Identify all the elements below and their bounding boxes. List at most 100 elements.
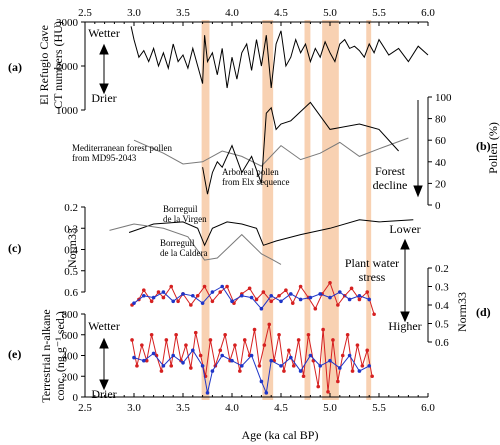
y-tick-label-e-0: 0: [73, 392, 79, 404]
point-d-blue-18: [308, 295, 313, 300]
point-e-red-33: [291, 364, 296, 368]
x-tick-label-top-3: 4.0: [225, 7, 239, 19]
point-e-red-28: [267, 322, 272, 327]
point-d-blue-11: [240, 293, 244, 298]
point-d-red-34: [372, 312, 376, 317]
point-e-blue-11: [230, 358, 234, 363]
y-tick-label-e-3: 600: [62, 330, 79, 342]
y-tick-label-b-5: 100: [435, 92, 452, 104]
point-e-red-42: [336, 379, 340, 384]
series-b-gray-line: [133, 137, 409, 167]
point-d-red-28: [328, 281, 332, 285]
point-e-blue-22: [328, 358, 332, 363]
forest-decline-1: Forest: [375, 164, 406, 178]
note-mediterranean-2: from MD95-2043: [72, 153, 137, 163]
point-d-red-26: [313, 306, 318, 311]
note-virgen-2: de la Virgen: [163, 214, 207, 224]
point-e-blue-6: [191, 348, 195, 353]
point-d-red-9: [189, 303, 193, 307]
point-e-red-41: [331, 338, 335, 342]
x-tick-label-top-1: 3.0: [127, 7, 141, 19]
panel-label-d: (d): [476, 305, 491, 319]
x-tick-label-top-4: 4.5: [274, 7, 288, 19]
highlight-band-5: [366, 20, 372, 400]
point-e-red-44: [345, 332, 350, 337]
note-arboreal-1: Arboreal pollen: [222, 167, 279, 177]
series-c-gray-line: [109, 223, 282, 265]
point-d-red-7: [176, 299, 180, 304]
y-tick-label-e-4: 800: [62, 309, 79, 321]
wetter-drier-arrow-a: [99, 43, 109, 95]
note-caldera-1: Borreguil: [160, 238, 195, 248]
point-d-red-33: [365, 290, 370, 294]
point-e-blue-15: [264, 391, 269, 395]
series-layer: [109, 26, 429, 395]
y-tick-label-b-2: 40: [435, 157, 447, 169]
point-e-blue-12: [240, 364, 244, 368]
point-d-blue-6: [191, 293, 195, 298]
wetter-e-label: Wetter: [88, 319, 120, 333]
point-e-red-7: [164, 338, 169, 342]
point-e-red-47: [360, 364, 365, 368]
point-e-red-35: [301, 374, 306, 379]
point-e-red-34: [296, 338, 301, 342]
point-e-red-26: [257, 364, 262, 368]
point-e-red-22: [238, 369, 242, 373]
y-tick-label-e-2: 400: [62, 351, 79, 363]
point-d-blue-23: [357, 293, 362, 298]
wetter-a-label: Wetter: [88, 26, 120, 40]
point-e-red-16: [208, 338, 213, 342]
point-e-red-4: [149, 332, 154, 337]
point-d-red-29: [336, 303, 340, 307]
y-tick-label-d-2: 0.4: [435, 300, 449, 312]
plant-water-stress-1: Plant water: [345, 256, 399, 270]
point-d-red-14: [225, 284, 229, 289]
panel-label-c: (c): [8, 241, 21, 255]
water-stress-arrow: [400, 238, 410, 323]
point-d-blue-20: [328, 295, 332, 300]
point-d-red-18: [254, 297, 259, 302]
point-d-blue-9: [220, 284, 224, 289]
point-d-blue-15: [279, 299, 283, 304]
highlight-band-1: [201, 20, 210, 400]
x-axis-title: Age (ka cal BP): [242, 428, 319, 442]
point-e-red-31: [282, 369, 286, 373]
point-d-blue-16: [289, 292, 293, 296]
point-e-red-25: [252, 327, 257, 332]
highlight-band-4: [322, 20, 339, 400]
drier-e-label: Drier: [91, 387, 116, 401]
point-e-blue-17: [279, 364, 283, 368]
point-e-blue-0: [132, 355, 136, 360]
point-d-red-13: [218, 290, 223, 294]
ylabel-e-line1: Terrestrial n-alkane: [39, 309, 53, 402]
x-tick-label-bottom-7: 6.0: [421, 402, 435, 414]
point-d-red-31: [349, 286, 354, 291]
y-tick-label-a-2: 3000: [56, 17, 79, 29]
point-e-blue-23: [338, 366, 342, 370]
point-e-red-39: [321, 327, 325, 332]
y-tick-label-d-3: 0.5: [435, 319, 449, 331]
point-e-red-32: [287, 348, 291, 353]
point-d-blue-17: [298, 297, 303, 302]
point-d-blue-12: [249, 295, 254, 300]
highlight-bands: [201, 20, 372, 400]
wetter-drier-arrow-e: [99, 337, 109, 391]
x-tick-label-top-5: 5.0: [323, 7, 337, 19]
y-tick-label-b-1: 20: [435, 178, 447, 190]
x-tick-label-bottom-6: 5.5: [372, 402, 386, 414]
ylabel-b: Pollen (%): [486, 122, 500, 174]
point-d-red-12: [210, 299, 215, 304]
point-e-blue-2: [151, 351, 156, 356]
point-e-blue-19: [298, 369, 303, 373]
point-e-red-40: [326, 390, 330, 394]
point-e-red-0: [130, 338, 134, 342]
higher-label: Higher: [388, 319, 421, 333]
point-d-red-21: [277, 293, 281, 298]
y-tick-label-c-3: 0.5: [64, 266, 78, 278]
point-d-blue-1: [142, 293, 146, 298]
ylabel-e-line2: conc. (ng g⁻¹ sed.): [53, 311, 67, 401]
point-e-red-30: [277, 332, 281, 337]
point-e-blue-13: [249, 353, 254, 358]
x-tick-label-bottom-2: 3.5: [176, 402, 190, 414]
